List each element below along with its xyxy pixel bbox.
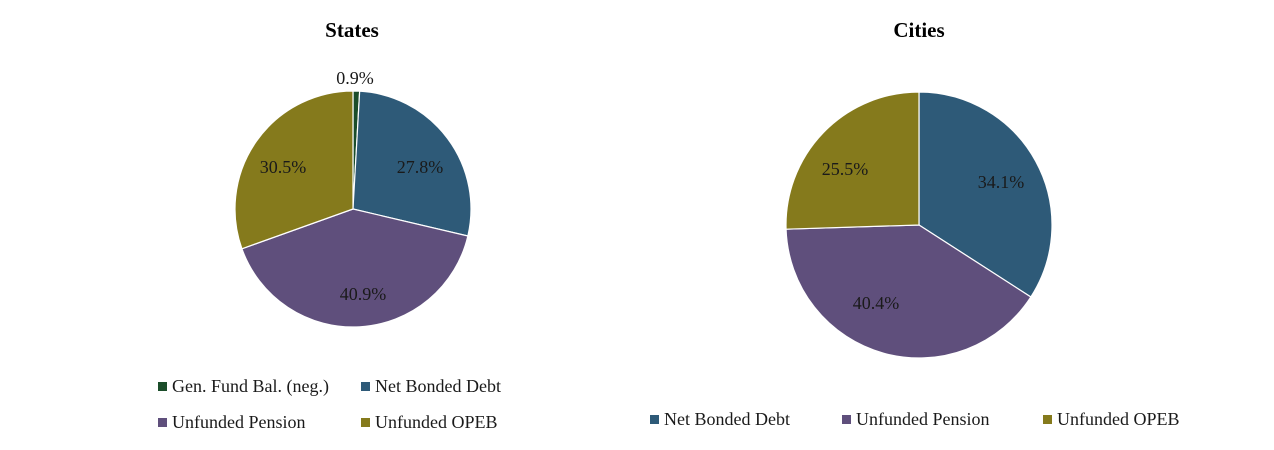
states-slice-unfunded-pension xyxy=(241,208,469,328)
states-slice-net-bonded-debt xyxy=(352,90,472,237)
states-data-label-unfunded-pension: 40.9% xyxy=(340,284,387,304)
states-legend-swatch-gen-fund-bal-neg xyxy=(158,382,167,391)
states-legend-label-gen-fund-bal-neg: Gen. Fund Bal. (neg.) xyxy=(172,376,329,397)
cities-data-label-net-bonded-debt: 34.1% xyxy=(978,172,1025,192)
states-legend-swatch-unfunded-opeb xyxy=(361,418,370,427)
cities-slices xyxy=(785,91,1053,359)
states-legend-label-unfunded-pension: Unfunded Pension xyxy=(172,412,306,432)
states-legend: Gen. Fund Bal. (neg.) Net Bonded Debt Unfu… xyxy=(158,376,501,432)
cities-data-labels: 34.1% 40.4% 25.5% xyxy=(822,159,1025,313)
cities-legend: Net Bonded Debt Unfunded Pension Unfunded … xyxy=(650,409,1180,429)
cities-legend-swatch-net-bonded-debt xyxy=(650,415,659,424)
cities-slice-unfunded-opeb xyxy=(785,91,920,230)
cities-data-label-unfunded-opeb: 25.5% xyxy=(822,159,869,179)
states-data-label-net-bonded-debt: 27.8% xyxy=(397,157,444,177)
cities-legend-swatch-unfunded-opeb xyxy=(1043,415,1052,424)
cities-legend-label-unfunded-opeb: Unfunded OPEB xyxy=(1057,409,1180,429)
states-data-label-gen-fund-bal-neg: 0.9% xyxy=(336,68,374,88)
cities-slice-unfunded-pension xyxy=(785,224,1032,359)
states-legend-label-net-bonded-debt: Net Bonded Debt xyxy=(375,376,501,396)
states-data-labels: 0.9% 27.8% 40.9% 30.5% xyxy=(260,68,444,304)
states-slice-unfunded-opeb xyxy=(234,90,354,250)
states-legend-label-unfunded-opeb: Unfunded OPEB xyxy=(375,412,498,432)
states-legend-swatch-net-bonded-debt xyxy=(361,382,370,391)
states-slices xyxy=(234,90,472,328)
cities-data-label-unfunded-pension: 40.4% xyxy=(853,293,900,313)
cities-title: Cities xyxy=(893,18,944,42)
states-data-label-unfunded-opeb: 30.5% xyxy=(260,157,307,177)
states-legend-swatch-unfunded-pension xyxy=(158,418,167,427)
cities-legend-label-net-bonded-debt: Net Bonded Debt xyxy=(664,409,790,429)
cities-legend-swatch-unfunded-pension xyxy=(842,415,851,424)
cities-legend-label-unfunded-pension: Unfunded Pension xyxy=(856,409,990,429)
states-pie-chart: States 0.9% 27.8% 40.9% 30.5% Gen. Fund Bal… xyxy=(158,18,501,432)
states-title: States xyxy=(325,18,379,42)
cities-pie-chart: Cities 34.1% 40.4% 25.5% Net Bonded Debt Un… xyxy=(650,18,1180,429)
